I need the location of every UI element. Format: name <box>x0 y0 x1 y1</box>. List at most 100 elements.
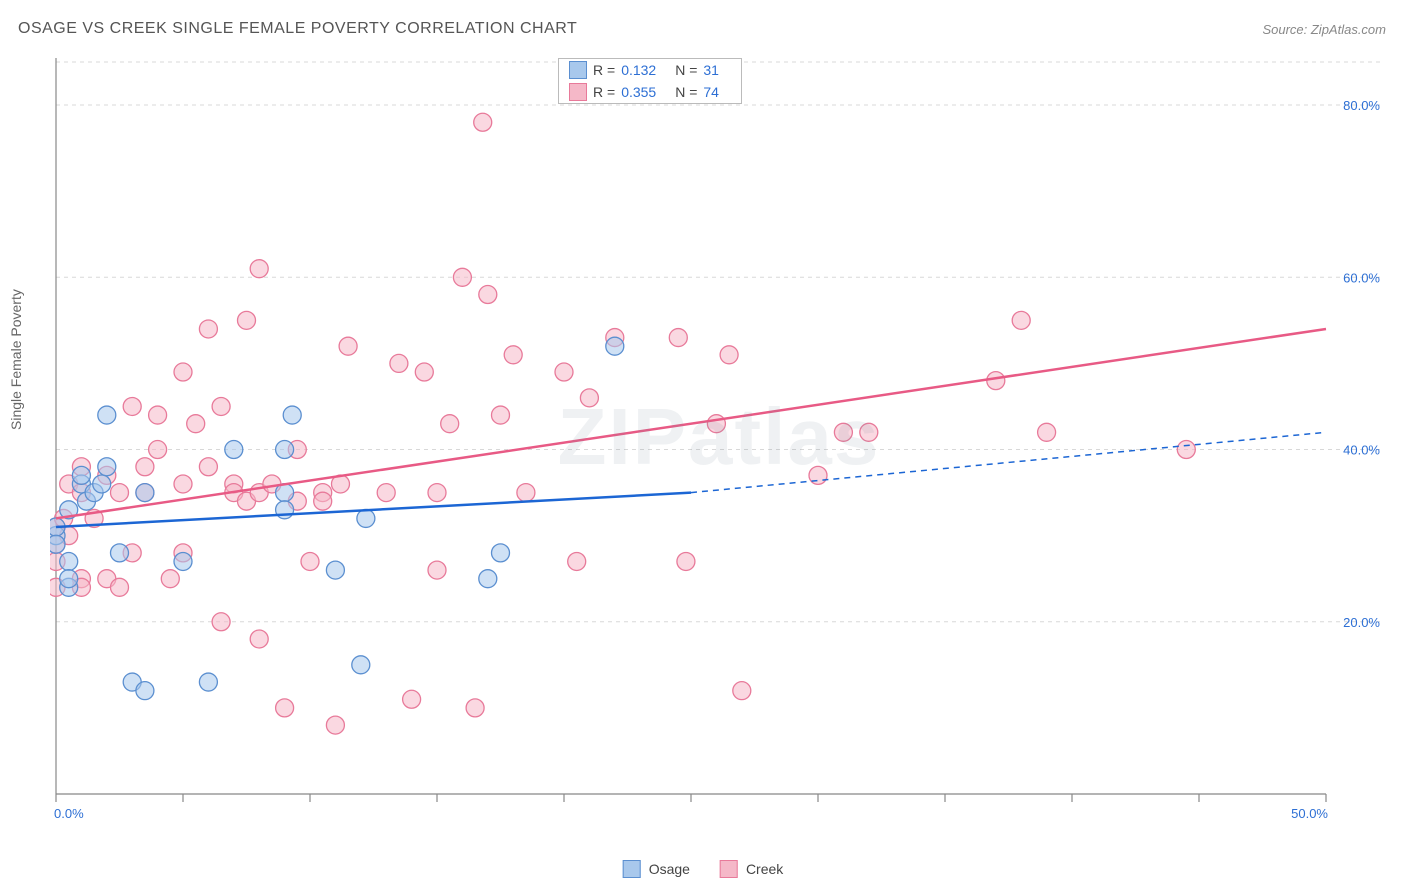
scatter-plot-svg: 20.0%40.0%60.0%80.0%0.0%50.0% <box>50 52 1388 822</box>
scatter-point <box>453 268 471 286</box>
scatter-point <box>187 415 205 433</box>
scatter-point <box>441 415 459 433</box>
x-tick-label: 50.0% <box>1291 806 1328 821</box>
scatter-point <box>555 363 573 381</box>
series-name: Creek <box>746 861 783 877</box>
series-legend-item: Osage <box>623 860 690 878</box>
scatter-point <box>428 561 446 579</box>
legend-swatch <box>623 860 641 878</box>
scatter-point <box>238 311 256 329</box>
scatter-point <box>314 492 332 510</box>
scatter-point <box>199 320 217 338</box>
scatter-point <box>403 690 421 708</box>
scatter-point <box>326 716 344 734</box>
scatter-point <box>225 441 243 459</box>
scatter-point <box>474 113 492 131</box>
scatter-point <box>834 423 852 441</box>
legend-n-label: N = <box>675 84 697 100</box>
scatter-point <box>1012 311 1030 329</box>
scatter-point <box>276 699 294 717</box>
y-tick-label: 80.0% <box>1343 98 1380 113</box>
scatter-point <box>357 509 375 527</box>
correlation-legend: R = 0.132 N = 31 R = 0.355 N = 74 <box>558 58 742 104</box>
scatter-point <box>492 406 510 424</box>
scatter-point <box>174 475 192 493</box>
x-tick-label: 0.0% <box>54 806 84 821</box>
scatter-point <box>492 544 510 562</box>
y-axis-label: Single Female Poverty <box>8 289 24 430</box>
scatter-point <box>250 260 268 278</box>
plot-container: 20.0%40.0%60.0%80.0%0.0%50.0% ZIPatlas R… <box>50 52 1388 822</box>
regression-line <box>56 329 1326 518</box>
chart-title: OSAGE VS CREEK SINGLE FEMALE POVERTY COR… <box>18 20 577 38</box>
scatter-point <box>301 552 319 570</box>
scatter-point <box>1177 441 1195 459</box>
legend-swatch <box>569 83 587 101</box>
scatter-point <box>377 484 395 502</box>
scatter-point <box>707 415 725 433</box>
scatter-point <box>212 397 230 415</box>
scatter-point <box>174 363 192 381</box>
scatter-point <box>93 475 111 493</box>
scatter-point <box>415 363 433 381</box>
scatter-point <box>212 613 230 631</box>
scatter-point <box>136 458 154 476</box>
legend-r-label: R = <box>593 84 615 100</box>
scatter-point <box>149 441 167 459</box>
series-legend: Osage Creek <box>623 860 784 878</box>
legend-n-value: 74 <box>703 84 731 100</box>
scatter-point <box>199 458 217 476</box>
scatter-point <box>60 570 78 588</box>
scatter-point <box>720 346 738 364</box>
scatter-point <box>98 406 116 424</box>
scatter-point <box>606 337 624 355</box>
scatter-point <box>479 570 497 588</box>
scatter-point <box>517 484 535 502</box>
scatter-point <box>326 561 344 579</box>
scatter-point <box>149 406 167 424</box>
scatter-point <box>283 406 301 424</box>
scatter-point <box>1038 423 1056 441</box>
scatter-point <box>72 466 90 484</box>
legend-row: R = 0.132 N = 31 <box>559 59 741 81</box>
scatter-point <box>677 552 695 570</box>
scatter-point <box>50 535 65 553</box>
legend-r-label: R = <box>593 62 615 78</box>
scatter-point <box>580 389 598 407</box>
regression-line-extrapolated <box>691 432 1326 492</box>
scatter-point <box>136 484 154 502</box>
scatter-point <box>390 354 408 372</box>
legend-r-value: 0.355 <box>621 84 669 100</box>
source-prefix: Source: <box>1262 22 1310 37</box>
scatter-point <box>669 329 687 347</box>
scatter-point <box>466 699 484 717</box>
scatter-point <box>111 578 129 596</box>
source-name: ZipAtlas.com <box>1311 22 1386 37</box>
y-tick-label: 20.0% <box>1343 615 1380 630</box>
scatter-point <box>174 552 192 570</box>
scatter-point <box>111 484 129 502</box>
scatter-point <box>479 286 497 304</box>
scatter-point <box>60 552 78 570</box>
series-legend-item: Creek <box>720 860 783 878</box>
scatter-point <box>123 397 141 415</box>
scatter-point <box>339 337 357 355</box>
series-name: Osage <box>649 861 690 877</box>
scatter-point <box>250 630 268 648</box>
legend-swatch <box>569 61 587 79</box>
scatter-point <box>987 372 1005 390</box>
source-attribution: Source: ZipAtlas.com <box>1262 22 1386 37</box>
scatter-point <box>352 656 370 674</box>
y-tick-label: 40.0% <box>1343 443 1380 458</box>
legend-r-value: 0.132 <box>621 62 669 78</box>
scatter-point <box>98 458 116 476</box>
legend-row: R = 0.355 N = 74 <box>559 81 741 103</box>
scatter-point <box>161 570 179 588</box>
scatter-point <box>428 484 446 502</box>
scatter-point <box>136 682 154 700</box>
scatter-point <box>504 346 522 364</box>
scatter-point <box>111 544 129 562</box>
legend-n-label: N = <box>675 62 697 78</box>
legend-n-value: 31 <box>703 62 731 78</box>
scatter-point <box>199 673 217 691</box>
